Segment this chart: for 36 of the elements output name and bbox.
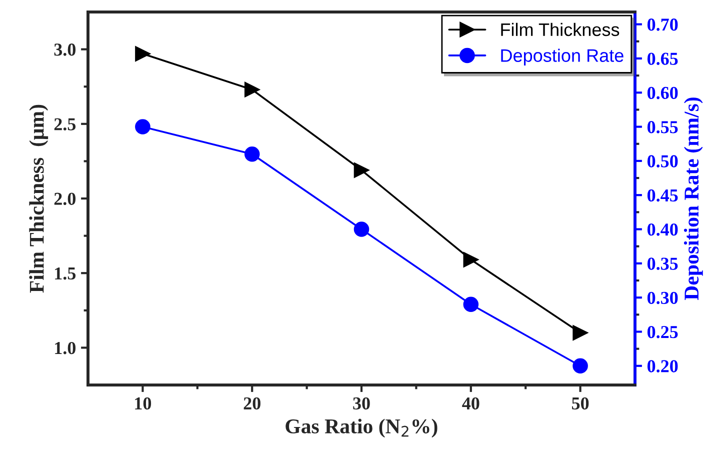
y-tick-label: 2.0 [54,192,76,206]
point [572,358,588,374]
y2-tick-label: 0.25 [647,326,678,338]
y-tick-label: 1.5 [55,267,76,280]
legend-label: Depostion Rate [501,48,624,66]
y2-tick-label: 0.45 [647,189,678,202]
point [572,325,588,340]
y-tick-label: 3.0 [54,44,76,56]
y2-tick-label: 0.30 [647,292,678,304]
point [463,252,479,268]
point [135,119,150,134]
point [244,82,260,98]
y2-tick-label: 0.55 [647,121,678,134]
point [463,296,479,312]
point [135,46,150,62]
point [354,222,370,237]
x-tick-label: 20 [244,397,260,410]
point [354,162,370,178]
y2-tick-label: 0.65 [647,52,678,65]
y2-tick-label: 0.20 [647,360,678,372]
legend-label: Film Thickness [501,22,620,36]
x-tick-label: 50 [572,397,589,410]
x-tick-label: 10 [135,397,152,410]
point [244,146,260,162]
x-tick-label: 30 [353,397,370,410]
x-axis-title: Gas Ratio (N$_{2}$%) [286,418,438,438]
y-tick-label: 1.0 [55,342,76,354]
y2-tick-label: 0.40 [647,224,678,236]
y-axis-title: Film Thickness (μm) [29,104,48,293]
y-tick-label: 2.5 [54,118,76,130]
y2-tick-label: 0.50 [647,155,678,168]
y2-tick-label: 0.35 [647,258,678,270]
x-tick-label: 40 [462,397,480,410]
y2-axis-title: Deposition Rate (nm/s) [684,98,703,300]
y2-tick-label: 0.60 [647,86,678,100]
y2-tick-label: 0.70 [647,18,678,31]
